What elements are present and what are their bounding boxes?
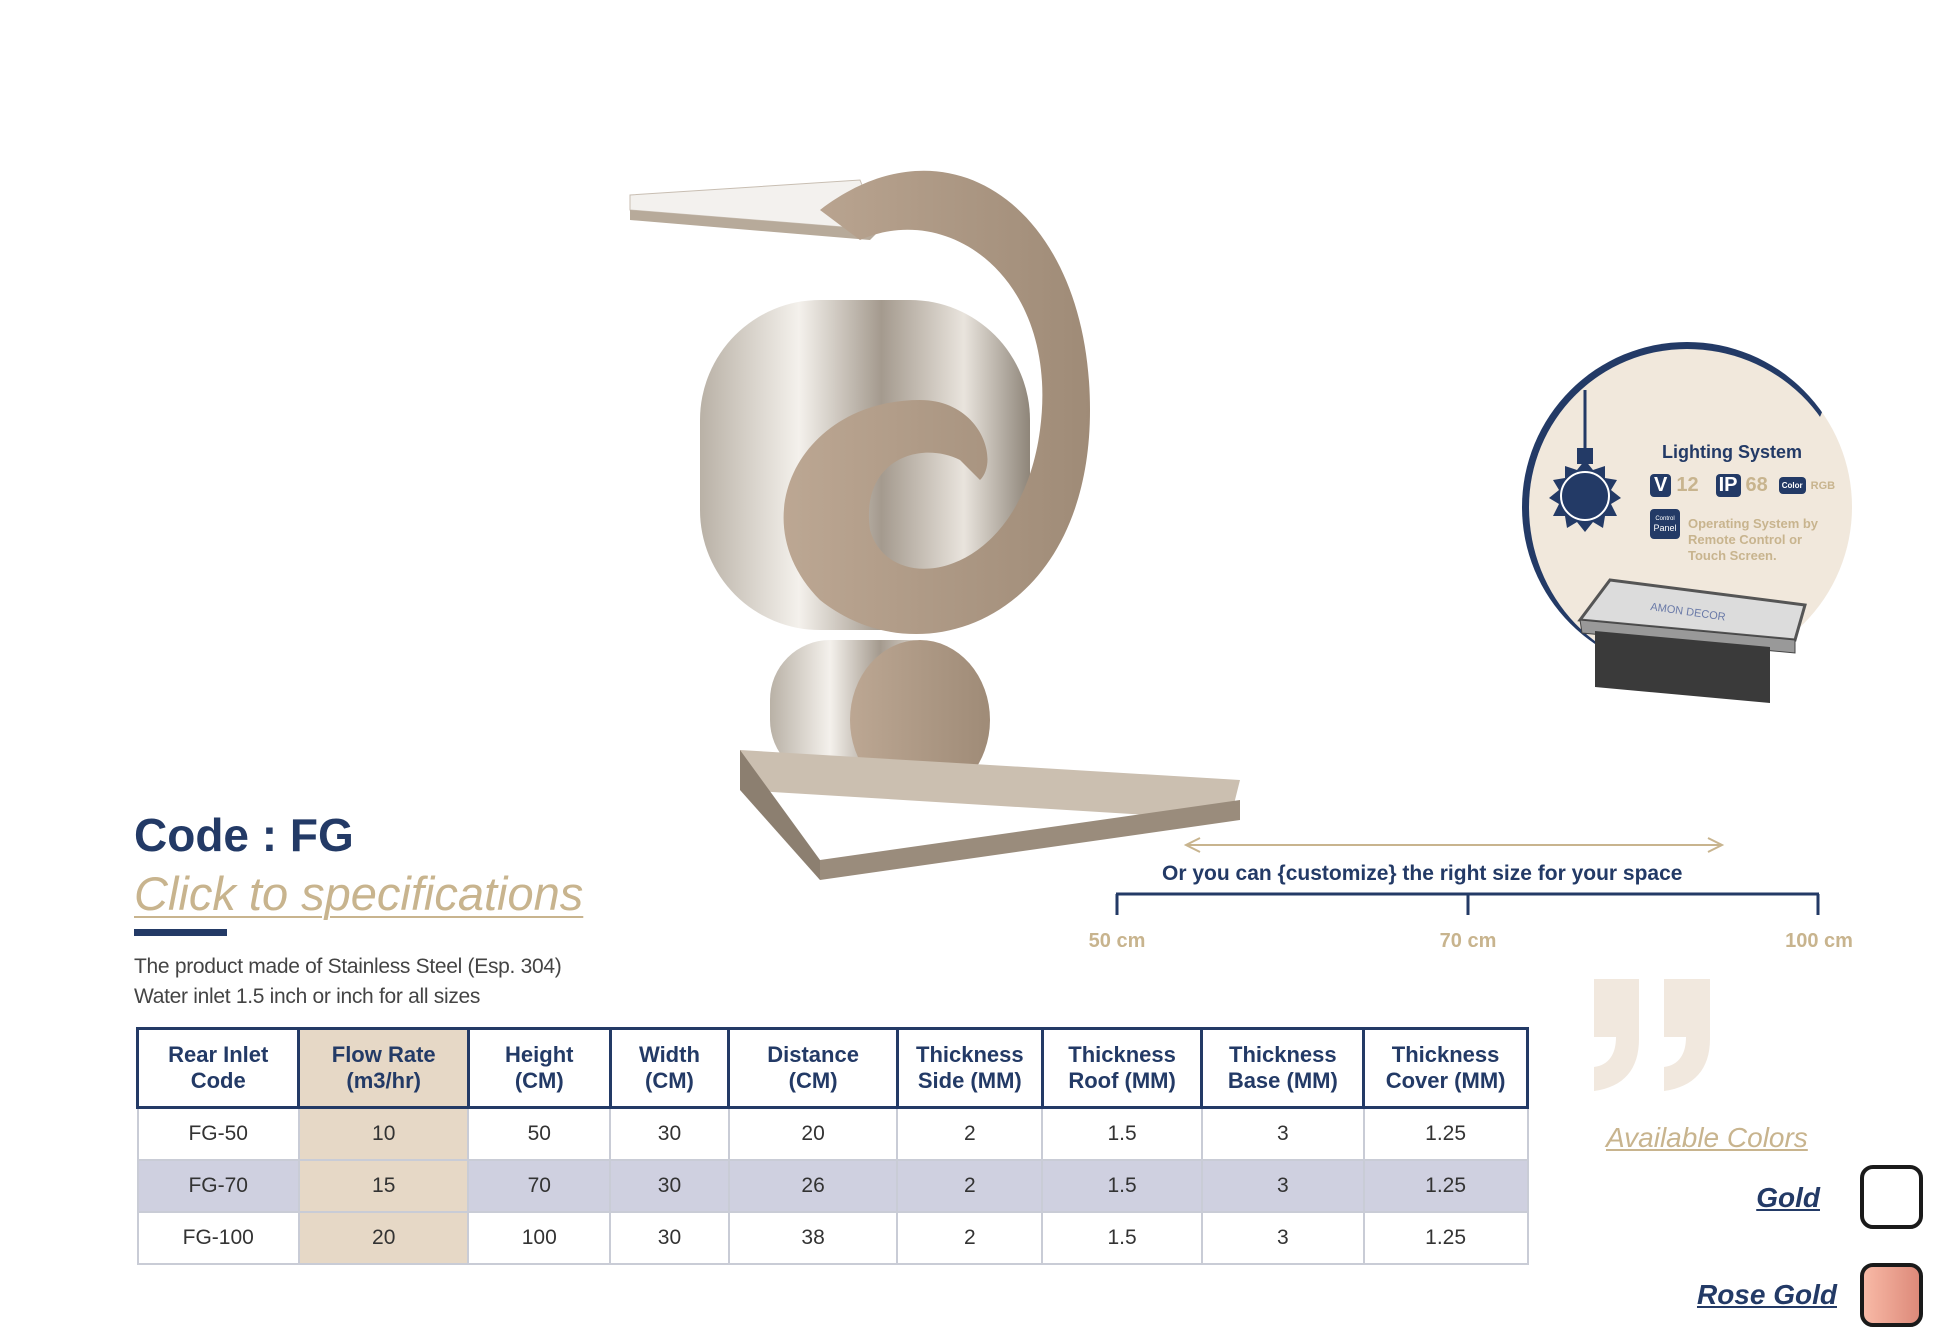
lighting-specs: V 12 IP 68 Color RGB [1650, 474, 1835, 497]
table-cell: 30 [609, 1158, 730, 1213]
table-cell: 1.5 [1041, 1158, 1203, 1213]
table-cell: FG-100 [136, 1210, 300, 1265]
table-cell: FG-50 [136, 1106, 300, 1161]
description-line: Water inlet 1.5 inch or inch for all siz… [134, 985, 481, 1008]
table-cell: 1.25 [1362, 1158, 1529, 1213]
table-cell: 1.5 [1041, 1210, 1203, 1265]
size-ruler [1115, 837, 1820, 915]
divider [134, 929, 227, 936]
description-line: The product made of Stainless Steel (Esp… [134, 955, 562, 978]
double-arrow-icon [1183, 837, 1725, 853]
customize-text: Or you can {customize} the right size fo… [1162, 862, 1683, 885]
column-header: Thickness Base (MM) [1200, 1027, 1366, 1109]
table-cell: 1.25 [1362, 1106, 1529, 1161]
operating-text: Operating System by Remote Control or Touc… [1688, 516, 1819, 563]
voltage-badge: V [1650, 474, 1672, 497]
rose-gold-swatch[interactable] [1860, 1263, 1923, 1327]
voltage-value: 12 [1676, 474, 1699, 496]
table-cell: 1.5 [1041, 1106, 1203, 1161]
table-cell: 26 [727, 1158, 899, 1213]
size-label: 70 cm [1439, 930, 1497, 952]
color-value: RGB [1810, 479, 1836, 492]
lighting-title: Lighting System [1662, 442, 1803, 462]
specifications-link[interactable]: Click to specifications [134, 867, 584, 920]
column-header: Thickness Cover (MM) [1362, 1027, 1529, 1109]
table-cell: 10 [297, 1106, 470, 1161]
color-option-gold[interactable]: Gold [1756, 1182, 1820, 1213]
table-row: FG-100 20 100 30 38 2 1.5 3 1.25 [136, 1210, 1529, 1265]
table-cell: 3 [1200, 1158, 1365, 1213]
column-header: Height (CM) [466, 1027, 612, 1109]
table-row: FG-70 15 70 30 26 2 1.5 3 1.25 [136, 1158, 1529, 1213]
column-header: Distance (CM) [727, 1027, 899, 1109]
table-cell: 100 [467, 1210, 612, 1265]
control-panel-badge: Control Panel [1650, 509, 1680, 539]
column-header: Flow Rate (m3/hr) [297, 1027, 470, 1109]
size-label: 100 cm [1785, 930, 1853, 952]
table-cell: 30 [609, 1210, 730, 1265]
gold-swatch[interactable] [1860, 1165, 1923, 1229]
table-cell: FG-70 [136, 1158, 300, 1213]
spec-table: Rear Inlet Code Flow Rate (m3/hr) Height (CM)… [135, 1027, 1529, 1265]
table-cell: 3 [1200, 1210, 1365, 1265]
column-header: Rear Inlet Code [135, 1027, 301, 1109]
table-cell: 3 [1200, 1106, 1365, 1161]
product-image [629, 170, 1240, 880]
column-header: Thickness Roof (MM) [1040, 1027, 1204, 1109]
table-row: FG-50 10 50 30 20 2 1.5 3 1.25 [136, 1106, 1529, 1161]
quote-mark-icon [1594, 979, 1710, 1091]
available-colors-title: Available Colors [1606, 1122, 1808, 1153]
table-cell: 20 [727, 1106, 899, 1161]
table-cell: 70 [467, 1158, 612, 1213]
table-cell: 30 [609, 1106, 730, 1161]
table-cell: 2 [896, 1106, 1044, 1161]
column-header: Width (CM) [608, 1027, 731, 1109]
product-code: Code : FG [134, 809, 354, 861]
control-box-image: AMON DECOR [1577, 578, 1807, 703]
ip-badge: IP [1715, 474, 1741, 497]
color-option-rose-gold[interactable]: Rose Gold [1696, 1279, 1837, 1310]
light-bulb-icon [1549, 390, 1621, 532]
color-badge: Color [1778, 477, 1806, 494]
ip-value: 68 [1745, 474, 1768, 496]
size-label: 50 cm [1088, 930, 1146, 952]
table-cell: 15 [297, 1158, 470, 1213]
table-cell: 50 [467, 1106, 612, 1161]
table-cell: 1.25 [1362, 1210, 1529, 1265]
table-cell: 20 [297, 1210, 470, 1265]
table-cell: 2 [896, 1210, 1044, 1265]
column-header: Thickness Side (MM) [895, 1027, 1044, 1109]
table-cell: 2 [896, 1158, 1044, 1213]
table-cell: 38 [727, 1210, 899, 1265]
